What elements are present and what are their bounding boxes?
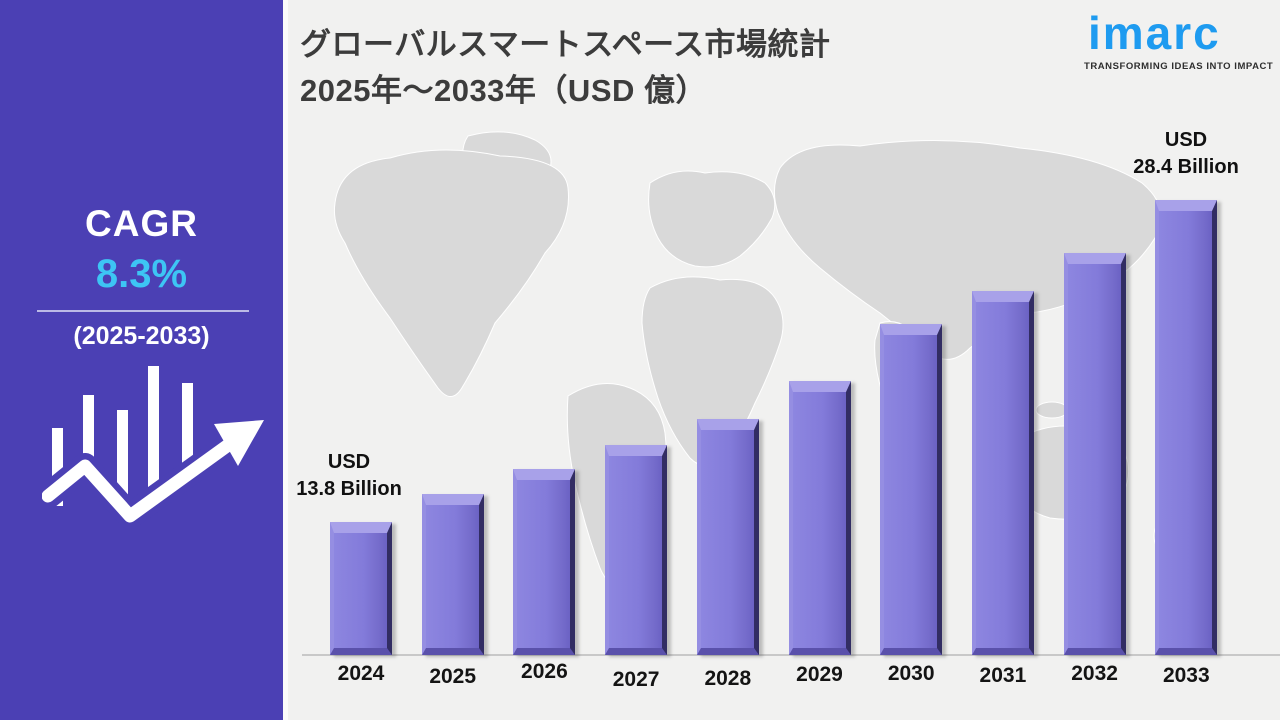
last-bar-value-line2: 28.4 Billion xyxy=(1133,156,1239,178)
cagr-label: CAGR xyxy=(85,203,198,244)
imarc-logo-text: imarc xyxy=(1088,7,1221,59)
bar-2031 xyxy=(971,291,1034,655)
x-tick-label-2031: 2031 xyxy=(979,664,1027,687)
cagr-sidebar: CAGR 8.3% (2025-2033) xyxy=(0,0,283,720)
chart-title-line2: 2025年～2033年（USD 億） xyxy=(300,72,707,108)
growth-chart-arrow-icon xyxy=(42,366,264,529)
cagr-value: 8.3% xyxy=(95,252,188,296)
x-tick-label-2027: 2027 xyxy=(612,668,660,691)
bar-2029 xyxy=(788,381,851,655)
bar-2030 xyxy=(880,324,943,655)
last-bar-value-label: USD 28.4 Billion xyxy=(1106,127,1266,181)
first-bar-value-line1: USD xyxy=(327,451,371,473)
x-tick-label-2033: 2033 xyxy=(1162,664,1210,687)
x-tick-label-2026: 2026 xyxy=(521,660,568,683)
bar-2026 xyxy=(513,469,576,655)
imarc-logo: imarc TRANSFORMING IDEAS INTO IMPACT xyxy=(1084,7,1274,72)
last-bar-value-line1: USD xyxy=(1164,129,1208,151)
bar-2033 xyxy=(1155,200,1218,655)
bar-2028 xyxy=(696,419,759,655)
bar-2025 xyxy=(421,494,484,655)
chart-title: グローバルスマートスペース市場統計 2025年～2033年（USD 億） xyxy=(300,22,831,113)
x-tick-label-2030: 2030 xyxy=(887,662,935,685)
imarc-logo-tagline: TRANSFORMING IDEAS INTO IMPACT xyxy=(1084,60,1274,72)
x-tick-label-2025: 2025 xyxy=(429,665,477,688)
divider xyxy=(37,310,249,312)
bar-2027 xyxy=(605,445,668,655)
x-tick-label-2029: 2029 xyxy=(796,663,843,686)
x-tick-label-2028: 2028 xyxy=(704,667,752,690)
first-bar-value-label: USD 13.8 Billion xyxy=(269,449,429,503)
chart-title-line1: グローバルスマートスペース市場統計 xyxy=(300,27,831,62)
first-bar-value-line2: 13.8 Billion xyxy=(296,478,402,500)
sidebar-edge-highlight xyxy=(283,0,288,720)
x-axis-line xyxy=(302,654,1280,656)
bar-2032 xyxy=(1063,253,1126,655)
bar-2024 xyxy=(330,522,392,655)
x-tick-label-2032: 2032 xyxy=(1071,662,1118,685)
x-tick-label-2024: 2024 xyxy=(337,662,385,685)
cagr-period: (2025-2033) xyxy=(73,322,210,350)
